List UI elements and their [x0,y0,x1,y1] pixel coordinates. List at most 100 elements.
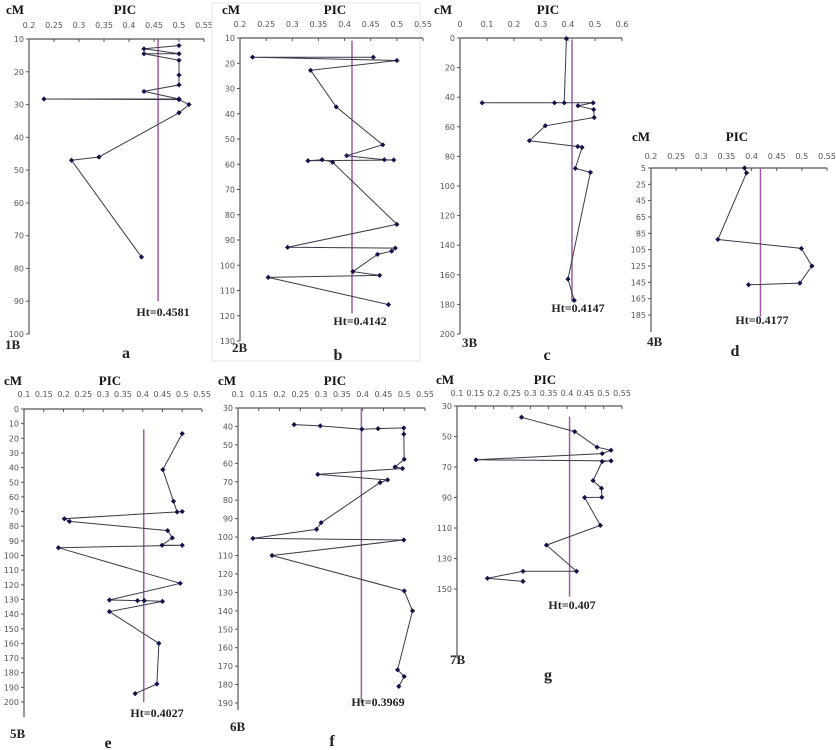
y-tick-label: 130 [220,337,235,346]
x-tick-label: 0.35 [95,21,113,30]
data-point [385,302,392,308]
x-tick-label: 0.45 [154,390,172,399]
y-tick-label: 40 [9,464,19,473]
y-tick-label: 30 [9,449,19,458]
y-tick-label: 130 [437,555,452,564]
x-tick-label: 0.35 [540,389,558,398]
data-point [575,143,581,150]
y-tick-label: 25 [636,180,646,189]
data-point [160,467,166,473]
y-tick-label: 20 [225,59,235,68]
x-tick-label: 0.2 [508,20,521,29]
x-tick-label: 0.5 [589,20,602,29]
data-point [573,568,580,574]
x-tick-label: 0.35 [718,152,736,161]
data-point [385,477,391,483]
y-tick-label: 120 [218,570,233,579]
x-tick-label: 0.45 [576,389,594,398]
x-tick-label: 0.1 [18,390,31,399]
y-tick-label: 50 [223,441,233,450]
data-point [389,248,395,254]
y-tick-label: 90 [223,515,233,524]
chromosome-label: 3B [462,335,478,350]
y-axis-title: cM [4,373,22,388]
x-tick-label: 0.6 [616,20,629,29]
panel-letter: a [122,345,130,362]
pic-series-line [476,416,613,582]
data-point [381,157,387,163]
data-point [520,578,526,584]
data-point [265,274,271,280]
data-point [176,57,182,63]
data-point [333,104,339,110]
data-point [591,114,597,121]
data-point [375,426,381,432]
data-point [542,123,548,129]
x-tick-label: 0.25 [257,20,275,29]
panel-d: 0.2 0.25 0.3 0.35 0.4 0.45 0.5 0.55 5 25 45 65 85 105… [631,129,836,360]
data-point [315,471,321,477]
x-tick-label: 0.35 [114,390,132,399]
x-tick-label: 0.3 [73,21,86,30]
y-tick-label: 0 [14,405,19,414]
y-tick-label: 70 [225,186,235,195]
data-point [599,450,605,457]
data-point [597,522,603,529]
data-point [141,51,147,57]
panel-g: 0.1 0.15 0.2 0.25 0.3 0.35 0.4 0.45 0.5 0.55 30 50 7… [436,372,631,684]
x-tick-label: 0 [457,20,462,29]
y-tick-label: 5 [641,164,646,173]
y-tick-label: 100 [218,533,233,542]
y-tick-label: 60 [225,160,235,169]
data-point [484,575,491,581]
ht-annotation: Ht=0.4177 [735,313,788,327]
x-tick-label: 0.45 [362,20,380,29]
panel-letter: f [329,733,335,750]
y-tick-label: 200 [440,330,455,339]
data-point [809,263,815,269]
panel-f: 0.1 0.15 0.2 0.25 0.3 0.35 0.4 0.45 0.5 0.55 30 40 5… [218,373,434,750]
x-tick-label: 0.5 [597,389,610,398]
data-point [291,421,297,428]
panel-letter: e [104,735,111,750]
data-point [599,458,605,465]
x-tick-label: 0.2 [487,389,500,398]
y-tick-label: 90 [225,236,235,245]
ht-annotation: Ht=0.407 [548,598,595,612]
x-axis-title: PIC [114,2,136,17]
y-tick-label: 100 [220,261,235,270]
data-point [132,691,138,697]
data-point [374,251,381,257]
x-tick-label: 0.5 [398,390,411,399]
x-tick-label: 0.25 [74,390,92,399]
y-tick-label: 130 [4,595,19,604]
data-point [41,96,47,102]
chromosome-label: 6B [230,719,246,734]
pic-series-line [58,433,183,695]
ht-annotation: Ht=0.3969 [351,695,404,709]
x-tick-label: 0.5 [795,152,808,161]
y-tick-label: 90 [14,297,24,306]
pic-series-line [252,56,398,306]
y-tick-label: 160 [440,271,455,280]
pic-series-line [252,424,414,687]
data-point [164,527,171,534]
y-tick-label: 80 [9,522,19,531]
data-point [380,142,386,148]
data-point [741,165,748,171]
pic-series-line [43,45,190,258]
data-point [391,157,397,163]
y-tick-label: 140 [440,241,455,250]
data-point [169,535,175,541]
data-point [106,597,113,603]
y-tick-label: 60 [223,459,233,468]
y-tick-label: 20 [14,68,24,77]
data-point [409,608,416,614]
x-axis-title: PIC [726,129,748,144]
panel-a: 0.2 0.25 0.3 0.35 0.4 0.45 0.5 0.55 10 20 30 40 50 60… [5,2,213,362]
y-tick-label: 40 [445,93,455,102]
y-tick-label: 90 [9,537,19,546]
data-point [317,423,323,429]
y-tick-label: 10 [9,420,19,429]
ht-annotation: Ht=0.4147 [551,301,604,315]
